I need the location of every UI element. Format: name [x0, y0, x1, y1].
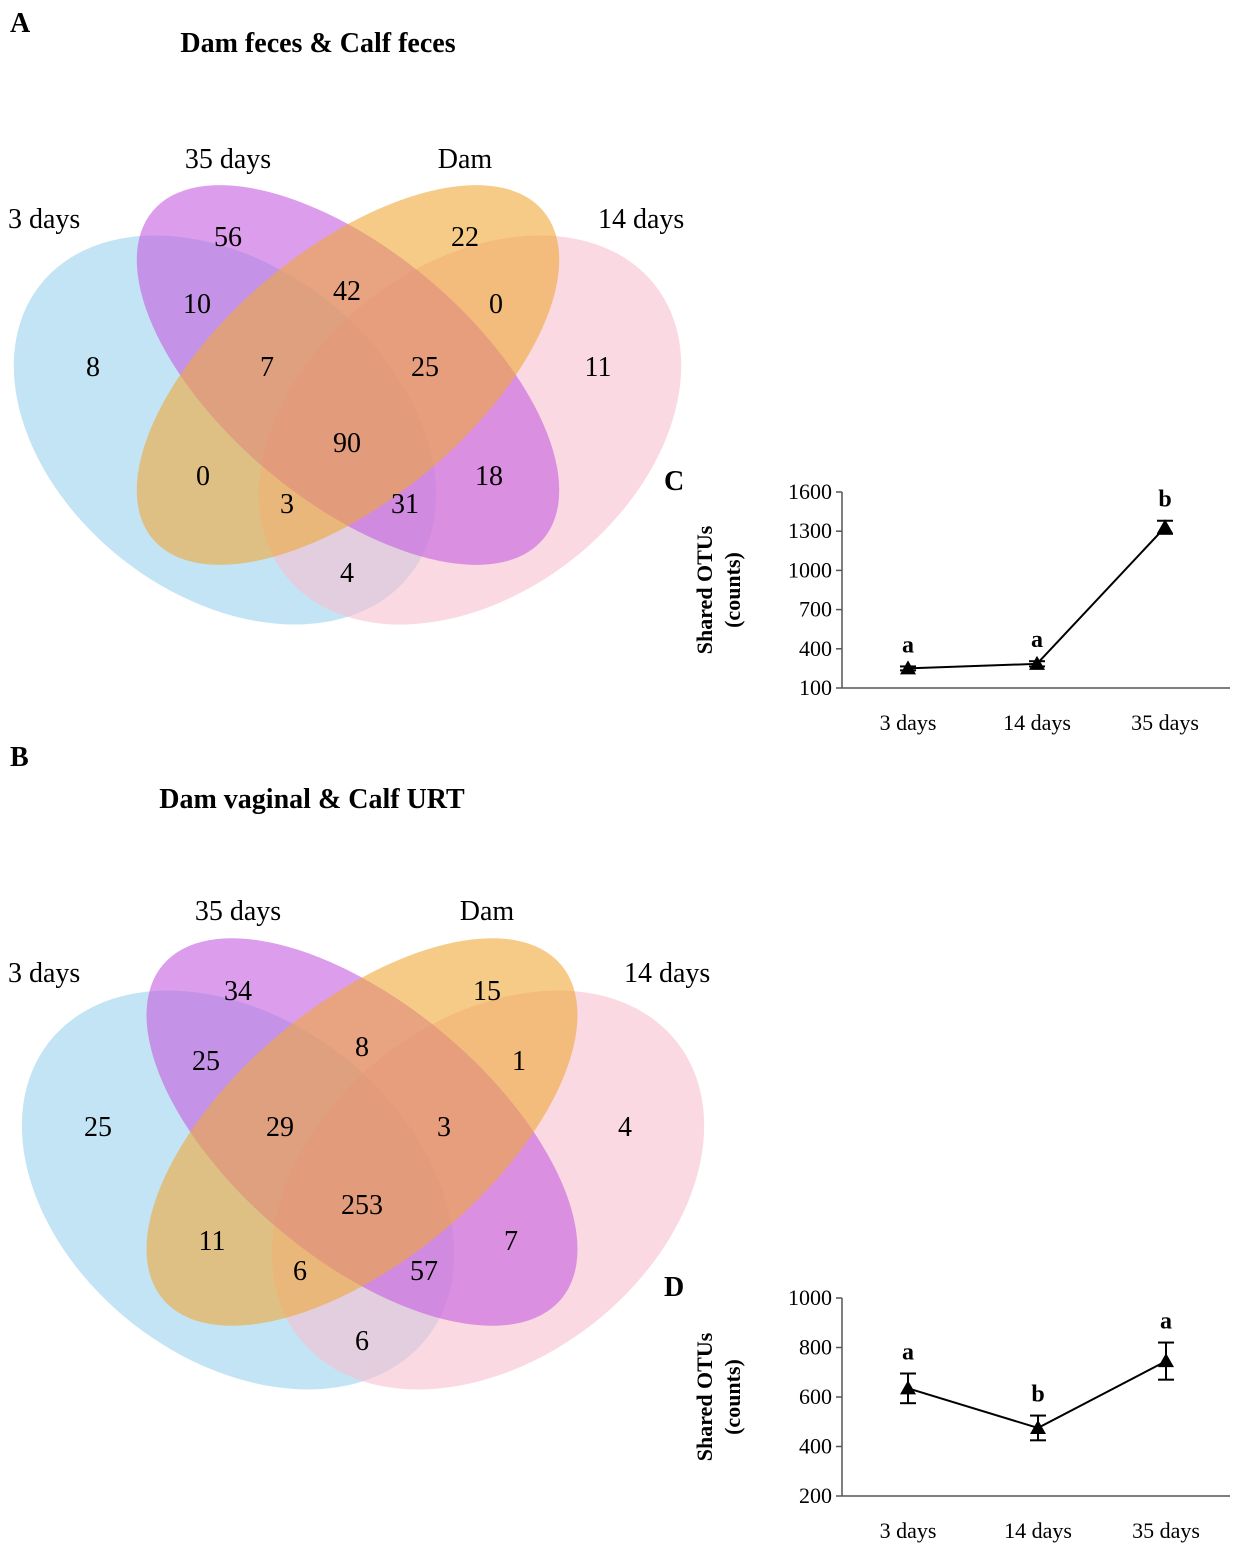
venn-a-label-dam: Dam	[438, 144, 493, 175]
y-tick-label: 800	[799, 1335, 832, 1360]
venn-b-counts: 25 34 15 4 25 8 1 29 3 253 11 6 57 7 6	[84, 976, 632, 1357]
venn-b-count: 57	[410, 1256, 438, 1287]
venn-b-count: 1	[512, 1046, 526, 1077]
venn-a-count: 4	[340, 558, 354, 589]
y-axis-title-line: Shared OTUs	[692, 525, 717, 654]
chart-c: 100 400 700 1000 1300 1600 3 days 14 days 35 day…	[692, 479, 1230, 735]
venn-b-count: 253	[341, 1190, 383, 1221]
data-point-triangle	[900, 660, 916, 675]
venn-b-label-3days: 3 days	[8, 958, 80, 989]
x-tick-label: 3 days	[880, 710, 937, 735]
data-point-triangle	[1029, 655, 1045, 670]
significance-letter: a	[902, 632, 914, 658]
x-tick-label: 14 days	[1004, 1518, 1072, 1543]
venn-b-count: 29	[266, 1112, 294, 1143]
significance-letter: a	[1031, 627, 1043, 653]
venn-b-set-dam	[146, 938, 578, 1326]
x-tick-label: 3 days	[880, 1518, 937, 1543]
venn-b-count: 34	[224, 976, 252, 1007]
venn-a-set-dam	[136, 185, 560, 565]
y-tick-label: 100	[799, 675, 832, 700]
data-point-triangle	[900, 1380, 916, 1395]
venn-b-sets	[21, 938, 705, 1390]
venn-b-count: 25	[84, 1112, 112, 1143]
venn-b-count: 3	[437, 1112, 451, 1143]
significance-letter: b	[1031, 1382, 1044, 1408]
y-axis-title: Shared OTUs (counts)	[692, 1332, 745, 1461]
y-tick-label: 1600	[788, 479, 832, 504]
significance-letter: b	[1158, 487, 1171, 513]
venn-a-count: 0	[489, 289, 503, 320]
x-tick-label: 35 days	[1131, 710, 1199, 735]
venn-a-label-3days: 3 days	[8, 204, 80, 235]
venn-a-count: 10	[183, 289, 211, 320]
venn-a-sets	[13, 185, 682, 625]
venn-b-count: 6	[355, 1326, 369, 1357]
venn-b-count: 8	[355, 1032, 369, 1063]
panel-b-title: Dam vaginal & Calf URT	[159, 784, 465, 815]
x-tick-label: 35 days	[1132, 1518, 1200, 1543]
panel-b: B Dam vaginal & Calf URT 3 days 35 days …	[8, 742, 710, 1390]
panel-b-letter: B	[10, 742, 29, 773]
y-axis-title-line: Shared OTUs	[692, 1332, 717, 1461]
y-tick-label: 1000	[788, 1285, 832, 1310]
venn-a-count: 8	[86, 352, 100, 383]
venn-a-count: 22	[451, 222, 479, 253]
y-axis-title: Shared OTUs (counts)	[692, 525, 745, 654]
panel-a: A Dam feces & Calf feces 3 days 35 days …	[8, 8, 684, 625]
venn-a-counts: 8 56 22 11 10 42 0 7 25 90 0 3 31 18 4	[86, 222, 611, 589]
venn-b-label-14days: 14 days	[624, 958, 710, 989]
y-tick-label: 400	[799, 1434, 832, 1459]
y-tick-label: 700	[799, 597, 832, 622]
venn-a-count: 18	[475, 461, 503, 492]
panel-a-letter: A	[10, 8, 31, 39]
venn-b-count: 11	[199, 1226, 226, 1257]
y-tick-label: 400	[799, 636, 832, 661]
panel-c-letter: C	[664, 466, 684, 497]
venn-b-count: 6	[293, 1256, 307, 1287]
y-tick-label: 600	[799, 1384, 832, 1409]
venn-a-label-35days: 35 days	[185, 144, 271, 175]
venn-a-count: 11	[585, 352, 612, 383]
venn-a-count: 3	[280, 489, 294, 520]
venn-b-label-dam: Dam	[460, 896, 515, 927]
panel-a-title: Dam feces & Calf feces	[180, 28, 455, 59]
x-tick-label: 14 days	[1003, 710, 1071, 735]
venn-a-count: 56	[214, 222, 242, 253]
data-point-triangle	[1157, 519, 1173, 534]
venn-b-count: 7	[504, 1226, 518, 1257]
y-tick-label: 1000	[788, 557, 832, 582]
venn-a-label-14days: 14 days	[598, 204, 684, 235]
venn-b-count: 25	[192, 1046, 220, 1077]
chart-d: 200 400 600 800 1000 3 days 14 days 35 days Shar…	[692, 1285, 1230, 1543]
significance-letter: a	[1160, 1309, 1172, 1335]
venn-b-label-35days: 35 days	[195, 896, 281, 927]
venn-b-count: 15	[473, 976, 501, 1007]
venn-a-count: 7	[260, 352, 274, 383]
venn-a-count: 31	[391, 489, 419, 520]
venn-a-count: 0	[196, 461, 210, 492]
y-tick-label: 1300	[788, 518, 832, 543]
venn-a-count: 90	[333, 428, 361, 459]
venn-b-count: 4	[618, 1112, 632, 1143]
significance-letter: a	[902, 1339, 914, 1365]
y-axis-title-line: (counts)	[720, 552, 745, 628]
venn-a-count: 42	[333, 276, 361, 307]
data-point-triangle	[1030, 1419, 1046, 1434]
venn-a-count: 25	[411, 352, 439, 383]
data-point-triangle	[1158, 1353, 1174, 1368]
panel-d-letter: D	[664, 1272, 684, 1303]
y-axis-title-line: (counts)	[720, 1359, 745, 1435]
y-tick-label: 200	[799, 1483, 832, 1508]
